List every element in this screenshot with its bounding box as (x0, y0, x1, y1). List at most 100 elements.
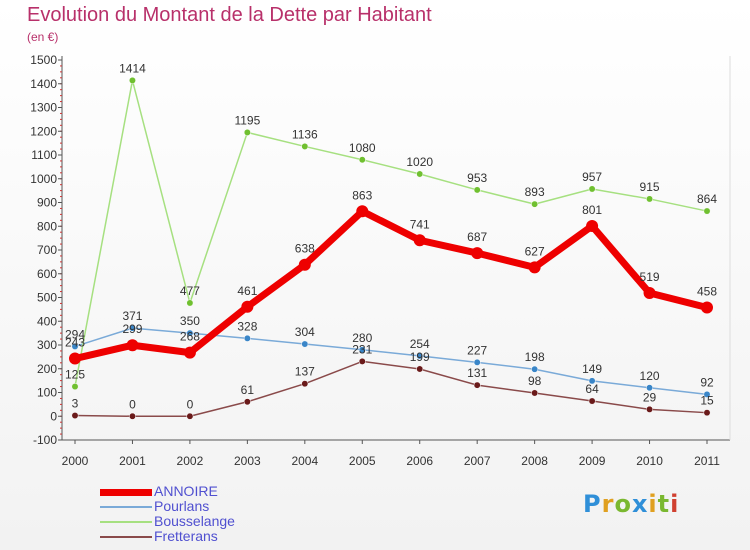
data-point-annoire (241, 300, 254, 313)
data-label-fretterans: 137 (295, 365, 315, 379)
x-tick-label: 2005 (349, 454, 376, 468)
data-point-pourlans (588, 377, 596, 385)
x-tick-label: 2001 (119, 454, 146, 468)
x-tick-label: 2006 (406, 454, 433, 468)
logo-letter: x (631, 490, 649, 518)
data-point-bousselange (703, 207, 711, 215)
data-point-fretterans (416, 365, 424, 373)
data-point-pourlans (473, 358, 481, 366)
data-point-bousselange (71, 383, 79, 391)
data-label-pourlans: 120 (640, 369, 660, 383)
x-tick-label: 2008 (521, 454, 548, 468)
legend-label: Pourlans (154, 498, 210, 514)
data-point-pourlans (243, 334, 251, 342)
y-tick-label: 1300 (30, 101, 57, 115)
y-tick-label: 100 (37, 386, 57, 400)
y-tick-label: 1200 (30, 124, 57, 138)
data-point-annoire (126, 339, 139, 352)
data-label-pourlans: 149 (582, 362, 602, 376)
data-point-pourlans (301, 340, 309, 348)
data-point-fretterans (473, 381, 481, 389)
data-point-annoire (69, 352, 81, 365)
data-point-annoire (413, 234, 426, 247)
data-point-fretterans (703, 409, 711, 417)
x-tick-label: 2007 (464, 454, 491, 468)
data-point-bousselange (416, 170, 424, 178)
data-point-pourlans (186, 329, 194, 337)
data-point-bousselange (129, 76, 136, 84)
data-label-fretterans: 15 (700, 394, 714, 408)
data-label-annoire: 243 (65, 336, 85, 350)
data-point-fretterans (646, 405, 653, 413)
y-tick-label: 1100 (31, 148, 57, 162)
data-label-bousselange: 125 (65, 368, 85, 382)
proxiti-logo: Proxiti (583, 490, 679, 518)
data-label-pourlans: 227 (467, 343, 487, 357)
data-label-fretterans: 231 (352, 342, 372, 356)
x-tick-label: 2011 (694, 454, 720, 468)
data-labels-layer: 243 299 268 461 638 863 741 687 627 801 519 458 294 3… (65, 61, 717, 411)
data-label-fretterans: 61 (241, 383, 255, 397)
chart-unit-label: (en €) (27, 30, 59, 44)
data-point-fretterans (531, 389, 539, 397)
data-label-annoire: 863 (352, 188, 372, 202)
data-point-bousselange (588, 185, 596, 193)
data-point-pourlans (358, 346, 366, 354)
data-label-annoire: 299 (122, 322, 142, 336)
series-line-fretterans (74, 360, 708, 417)
chart-title: Evolution du Montant de la Dette par Hab… (27, 4, 432, 26)
y-tick-label: 200 (37, 362, 57, 376)
data-label-bousselange: 477 (180, 284, 200, 298)
logo-letter: i (648, 490, 658, 518)
y-tick-label: 500 (37, 291, 57, 305)
logo-letter: r (601, 490, 615, 518)
data-point-annoire (643, 286, 656, 299)
x-tick-label: 2009 (579, 454, 606, 468)
data-label-annoire: 801 (582, 203, 602, 217)
x-tick-label: 2010 (636, 454, 663, 468)
data-point-fretterans (71, 412, 79, 419)
data-point-pourlans (531, 365, 539, 373)
series-line-annoire (71, 207, 711, 363)
data-point-fretterans (588, 397, 596, 405)
y-tick-label: 900 (37, 196, 57, 210)
data-label-annoire: 741 (410, 217, 430, 231)
data-label-pourlans: 350 (180, 314, 200, 328)
x-tick-label: 2003 (234, 454, 261, 468)
data-label-fretterans: 98 (528, 374, 542, 388)
data-label-pourlans: 254 (410, 337, 430, 351)
series-line-bousselange (74, 79, 708, 388)
data-label-annoire: 687 (467, 230, 487, 244)
data-label-pourlans: 92 (700, 375, 714, 389)
y-tick-label: 600 (37, 267, 57, 281)
y-tick-label: 800 (37, 219, 57, 233)
data-point-annoire (528, 261, 541, 274)
data-label-annoire: 458 (697, 284, 717, 298)
data-point-annoire (183, 346, 196, 359)
data-point-bousselange (243, 128, 251, 136)
data-label-annoire: 627 (525, 244, 545, 258)
data-label-fretterans: 29 (643, 390, 657, 404)
series-line-pourlans (74, 327, 708, 396)
legend-swatch (100, 506, 152, 508)
data-label-pourlans: 280 (352, 331, 372, 345)
data-label-fretterans: 199 (410, 350, 430, 364)
legend-label: Bousselange (154, 513, 235, 529)
data-label-pourlans: 198 (525, 350, 545, 364)
y-tick-label: 1500 (30, 53, 57, 67)
data-label-pourlans: 294 (65, 327, 85, 341)
data-label-bousselange: 915 (640, 180, 660, 194)
data-label-annoire: 638 (295, 242, 315, 256)
data-label-fretterans: 131 (467, 366, 487, 380)
data-label-bousselange: 1080 (349, 141, 376, 155)
y-tick-label: 700 (37, 243, 57, 257)
data-point-annoire (471, 247, 484, 260)
data-point-pourlans (416, 352, 424, 360)
data-point-fretterans (129, 412, 136, 420)
legend-label: ANNOIRE (154, 483, 218, 499)
data-point-fretterans (301, 380, 309, 388)
data-point-fretterans (243, 398, 251, 406)
data-point-pourlans (71, 342, 79, 350)
legend-swatch (100, 536, 152, 538)
